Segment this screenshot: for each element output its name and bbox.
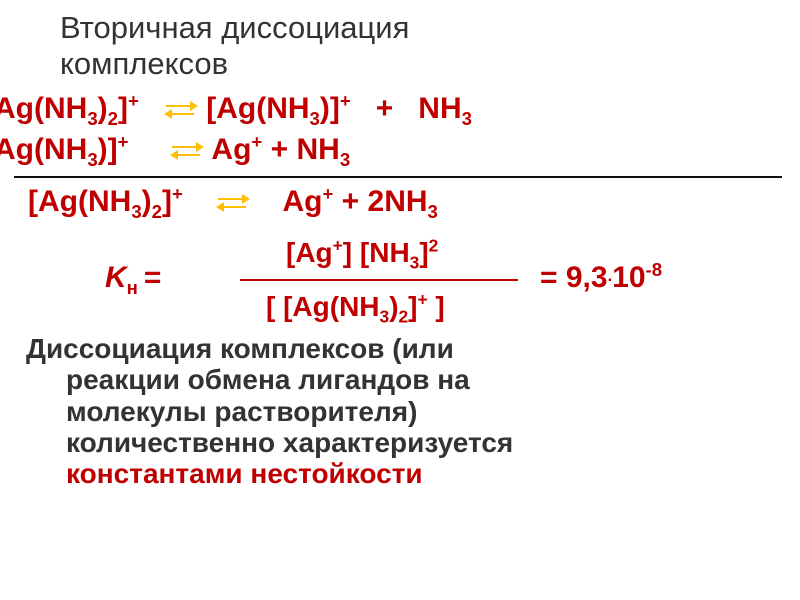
body-line-3: молекулы растворителя) (66, 396, 417, 427)
divider-rule (14, 176, 782, 178)
overall-right-free: 2NH3 (368, 185, 438, 218)
equilibrium-arrow-icon (216, 192, 250, 214)
body-line-1: Диссоциация комплексов (или (26, 333, 454, 364)
slide-title: Вторичная диссоциация комплексов (0, 10, 800, 81)
explanatory-text: Диссоциация комплексов (или реакции обме… (0, 333, 800, 490)
kh-numerator: [Ag+] [NH3]2 (286, 237, 438, 269)
equation-step-1: Ag(NH3)2]+ [Ag(NH3)]+ + NH3 (0, 89, 800, 130)
eq1-right-complex: [Ag(NH3)]+ (206, 92, 351, 125)
kh-symbol: Kн= (105, 261, 161, 295)
equilibrium-arrow-icon (164, 99, 198, 121)
eq2-right-ion: Ag+ (211, 133, 262, 166)
equation-step-2: Ag(NH3)]+ Ag+ + NH3 (0, 130, 800, 171)
title-line-1: Вторичная диссоциация (60, 10, 409, 45)
eq2-right-free: NH3 (297, 133, 351, 166)
kh-value: = 9,3.10-8 (540, 261, 662, 295)
eq2-left: Ag(NH3)]+ (0, 133, 129, 166)
body-line-2: реакции обмена лигандов на (66, 364, 470, 395)
plus: + (376, 92, 394, 125)
slide-container: Вторичная диссоциация комплексов Ag(NH3)… (0, 0, 800, 490)
equilibrium-arrow-icon (170, 140, 204, 162)
title-line-2: комплексов (60, 46, 228, 81)
body-line-4: количественно характеризуется (66, 427, 513, 458)
plus: + (342, 185, 360, 218)
equation-overall: [Ag(NH3)2]+ Ag+ + 2NH3 (0, 182, 800, 223)
kh-denominator: [ [Ag(NH3)2]+ ] (266, 291, 445, 323)
fraction-bar (240, 279, 518, 281)
plus: + (271, 133, 289, 166)
eq1-left: Ag(NH3)2]+ (0, 92, 139, 125)
instability-constant: [Ag+] [NH3]2 Kн= = 9,3.10-8 [ [Ag(NH3)2]… (0, 223, 800, 333)
eq1-right-free: NH3 (418, 92, 472, 125)
overall-left: [Ag(NH3)2]+ (28, 185, 183, 218)
body-line-5: константами нестойкости (66, 458, 423, 489)
overall-right-ion: Ag+ (282, 185, 333, 218)
